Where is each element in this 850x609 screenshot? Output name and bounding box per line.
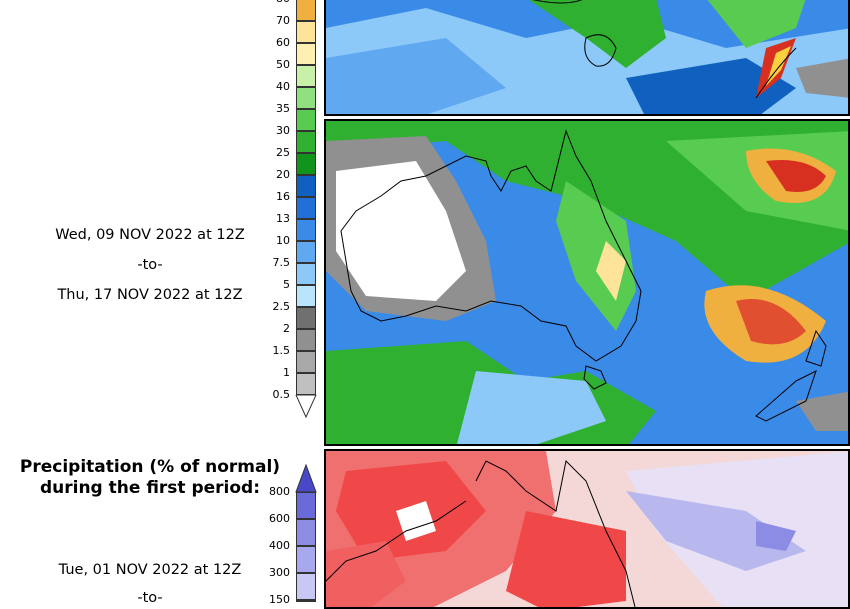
map-panel-top bbox=[324, 0, 850, 116]
precip-tick-label: 1.5 bbox=[272, 344, 291, 357]
percent-tick-label: 300 bbox=[269, 566, 290, 579]
precip-tick-label: 60 bbox=[276, 36, 290, 49]
percent-tick-label: 800 bbox=[269, 485, 290, 498]
map-percent-graphic bbox=[326, 451, 848, 607]
precip-tick-label: 10 bbox=[276, 234, 290, 247]
precip-tick-label: 5 bbox=[283, 278, 290, 291]
precip-tick-label: 50 bbox=[276, 58, 290, 71]
map-panel-percent bbox=[324, 449, 850, 609]
precip-swatch bbox=[296, 351, 316, 373]
precip-tick-label: 35 bbox=[276, 102, 290, 115]
precip-tick-label: 0.5 bbox=[272, 388, 291, 401]
precip-tick-label: 2 bbox=[283, 322, 290, 335]
precip-swatch bbox=[296, 21, 316, 43]
period1-end-date: Thu, 17 NOV 2022 at 12Z bbox=[57, 287, 243, 303]
precip-tick-label: 70 bbox=[276, 14, 290, 27]
precip-swatch bbox=[296, 241, 316, 263]
percent-swatch bbox=[296, 519, 316, 546]
precip-tick-label: 25 bbox=[276, 146, 290, 159]
precip-swatch bbox=[296, 65, 316, 87]
precip-tick-label: 1 bbox=[283, 366, 290, 379]
precip-tick-label: 20 bbox=[276, 168, 290, 181]
map-panel-precip bbox=[324, 119, 850, 446]
precip-swatch bbox=[296, 109, 316, 131]
percent-scale-top-arrow bbox=[295, 464, 317, 493]
precip-swatch bbox=[296, 43, 316, 65]
percent-title-line1: Precipitation (% of normal) bbox=[19, 457, 281, 477]
percent-swatch bbox=[296, 492, 316, 519]
period2-separator: -to- bbox=[137, 590, 163, 606]
percent-title-line2: during the first period: bbox=[39, 478, 261, 498]
precip-swatch bbox=[296, 329, 316, 351]
percent-swatch bbox=[296, 546, 316, 573]
precip-tick-label: 80 bbox=[250, 0, 290, 5]
precip-scale-end-arrow bbox=[295, 395, 317, 419]
map-precip-graphic bbox=[326, 121, 848, 444]
precip-swatch bbox=[296, 219, 316, 241]
precip-tick-label: 30 bbox=[276, 124, 290, 137]
map-top-graphic bbox=[326, 0, 848, 114]
precip-tick-label: 40 bbox=[276, 80, 290, 93]
precip-swatch bbox=[296, 131, 316, 153]
precip-swatch bbox=[296, 175, 316, 197]
precip-tick-label: 16 bbox=[276, 190, 290, 203]
period2-start-date: Tue, 01 NOV 2022 at 12Z bbox=[58, 562, 242, 578]
precip-swatch bbox=[296, 373, 316, 395]
period1-separator: -to- bbox=[137, 257, 163, 273]
precip-swatch bbox=[296, 263, 316, 285]
period1-start-date: Wed, 09 NOV 2022 at 12Z bbox=[55, 227, 245, 243]
precip-swatch bbox=[296, 153, 316, 175]
precip-swatch bbox=[296, 87, 316, 109]
percent-tick-label: 600 bbox=[269, 512, 290, 525]
precip-tick-label: 7.5 bbox=[272, 256, 291, 269]
precip-tick-label: 2.5 bbox=[272, 300, 291, 313]
precip-swatch bbox=[296, 307, 316, 329]
precip-tick-label: 13 bbox=[276, 212, 290, 225]
precip-swatch bbox=[296, 197, 316, 219]
percent-tick-label: 400 bbox=[269, 539, 290, 552]
precip-swatch bbox=[296, 285, 316, 307]
precip-swatch bbox=[296, 0, 316, 21]
